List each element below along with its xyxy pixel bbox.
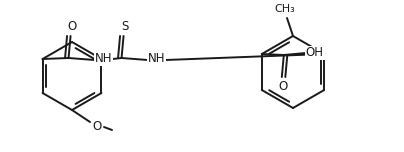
Text: O: O — [67, 21, 76, 33]
Text: NH: NH — [148, 52, 165, 66]
Text: NH: NH — [95, 52, 112, 66]
Text: S: S — [121, 21, 128, 33]
Text: OH: OH — [306, 47, 324, 59]
Text: CH₃: CH₃ — [275, 4, 295, 14]
Text: O: O — [93, 121, 102, 133]
Text: O: O — [278, 79, 288, 93]
